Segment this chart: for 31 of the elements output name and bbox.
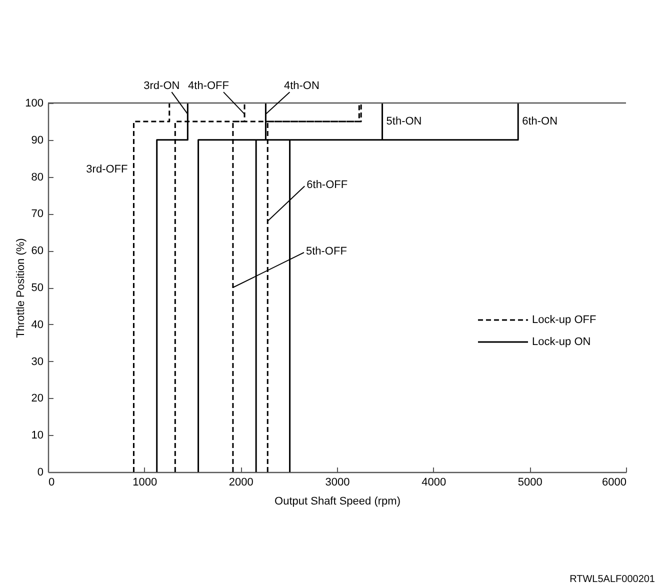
annotation: 6th-ON [522,115,558,128]
annotation: 4th-OFF [188,80,230,92]
annotation: 3rd-ON [144,80,180,92]
y-tick-label: 90 [31,134,44,146]
x-tick-label: 5000 [518,476,542,488]
legend-label: Lock-up OFF [532,314,596,326]
y-tick-label: 60 [31,245,44,258]
text: RTWL5ALF000201 [570,574,656,585]
y-tick-label: 80 [31,171,44,184]
y-axis-title: Throttle Position (%) [15,238,28,338]
y-tick-label: 100 [25,98,44,110]
x-tick-label: 2000 [228,476,254,488]
x-tick-label: 3000 [325,476,350,488]
legend-label: Lock-up ON [532,336,591,348]
y-tick-label: 30 [31,356,44,368]
y-tick-label: 10 [31,430,44,442]
x-tick-label: 1000 [132,476,158,488]
x-axis-title: Output Shaft Speed (rpm) [274,496,400,508]
annotation: 3rd-OFF [86,163,128,176]
annotation: 5th-OFF [306,246,348,258]
x-tick-label: 6000 [602,476,626,488]
annotation: 5th-ON [386,115,422,128]
y-tick-label: 0 [37,466,44,478]
y-tick-label: 50 [31,282,44,294]
y-tick-label: 40 [31,318,44,331]
x-tick-label: 4000 [422,476,446,488]
annotation: 6th-OFF [306,179,348,192]
x-tick-label: 0 [48,476,55,488]
y-tick-label: 20 [31,392,44,405]
y-tick-label: 70 [31,208,44,220]
annotation: 4th-ON [284,80,320,92]
